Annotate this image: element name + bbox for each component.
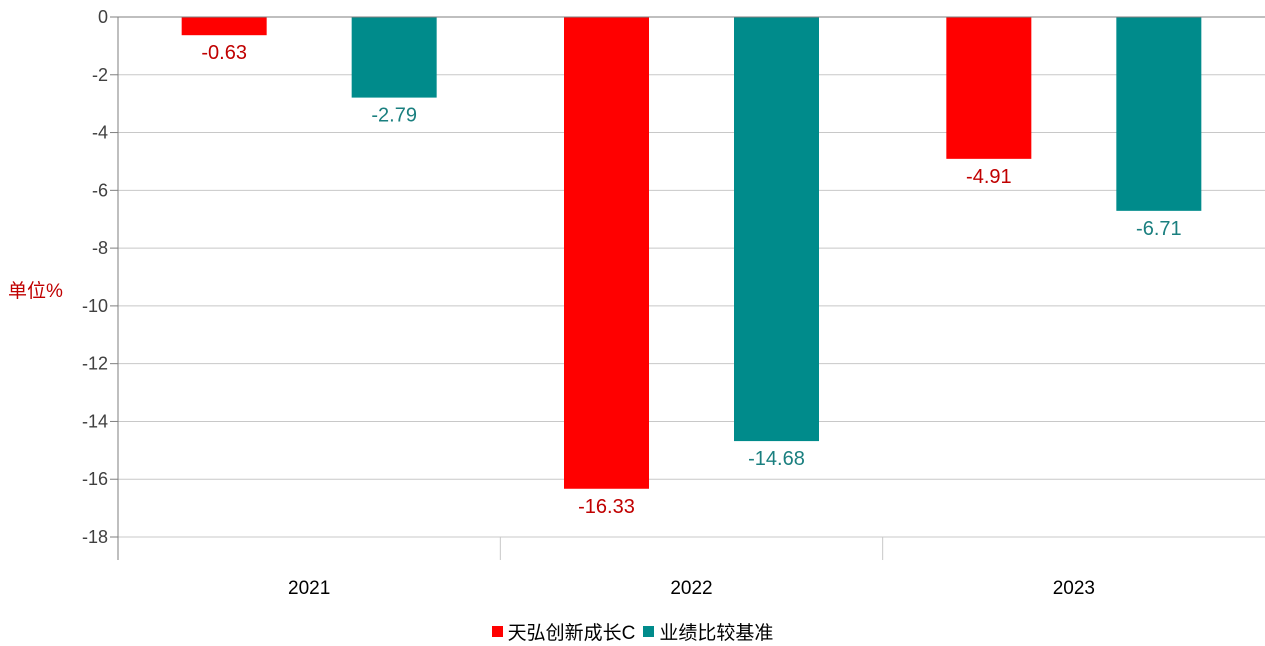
y-tick-label: -18 [82, 527, 108, 547]
bar [564, 17, 649, 489]
data-label: -14.68 [748, 448, 805, 470]
gridlines [118, 16, 1265, 538]
bar [734, 17, 819, 442]
x-tick-label: 2021 [288, 578, 330, 599]
y-tick-label: -16 [82, 469, 108, 489]
data-label: -4.91 [966, 166, 1012, 188]
y-tick-label: -4 [92, 123, 108, 143]
bars [181, 17, 1202, 489]
bar [351, 17, 437, 98]
y-tick-label: -12 [82, 354, 108, 374]
y-axis-label: 单位% [8, 281, 63, 302]
legend: 天弘创新成长C 业绩比较基准 [0, 618, 1265, 645]
bar [1116, 17, 1202, 211]
y-tick-label: -2 [92, 65, 108, 85]
data-label: -0.63 [201, 42, 247, 64]
y-tick-label: 0 [98, 7, 108, 27]
legend-label-series-1: 天弘创新成长C [507, 623, 636, 644]
y-tick-label: -8 [92, 238, 108, 258]
bar [946, 17, 1032, 159]
data-label: -2.79 [371, 105, 417, 127]
legend-label-series-2: 业绩比较基准 [659, 623, 774, 644]
legend-swatch-series-1 [491, 626, 503, 637]
y-tick-label: -10 [82, 296, 108, 316]
y-tick-label: -14 [82, 411, 108, 431]
legend-swatch-series-2 [643, 626, 655, 637]
data-labels: -0.63 -2.79 -16.33 -14.68 -4.91 -6.71 [201, 42, 1181, 518]
legend-item-series-1: 天弘创新成长C [491, 618, 636, 645]
bar [181, 17, 267, 36]
legend-item-series-2: 业绩比较基准 [643, 618, 773, 645]
y-tick-label: -6 [92, 180, 108, 200]
data-label: -6.71 [1136, 218, 1182, 240]
axes: 0 -2 -4 -6 -8 -10 -12 -14 -16 -18 2021 2022 2023 [82, 7, 1265, 599]
data-label: -16.33 [578, 496, 635, 518]
x-tick-label: 2023 [1053, 578, 1095, 599]
x-tick-label: 2022 [670, 578, 712, 599]
